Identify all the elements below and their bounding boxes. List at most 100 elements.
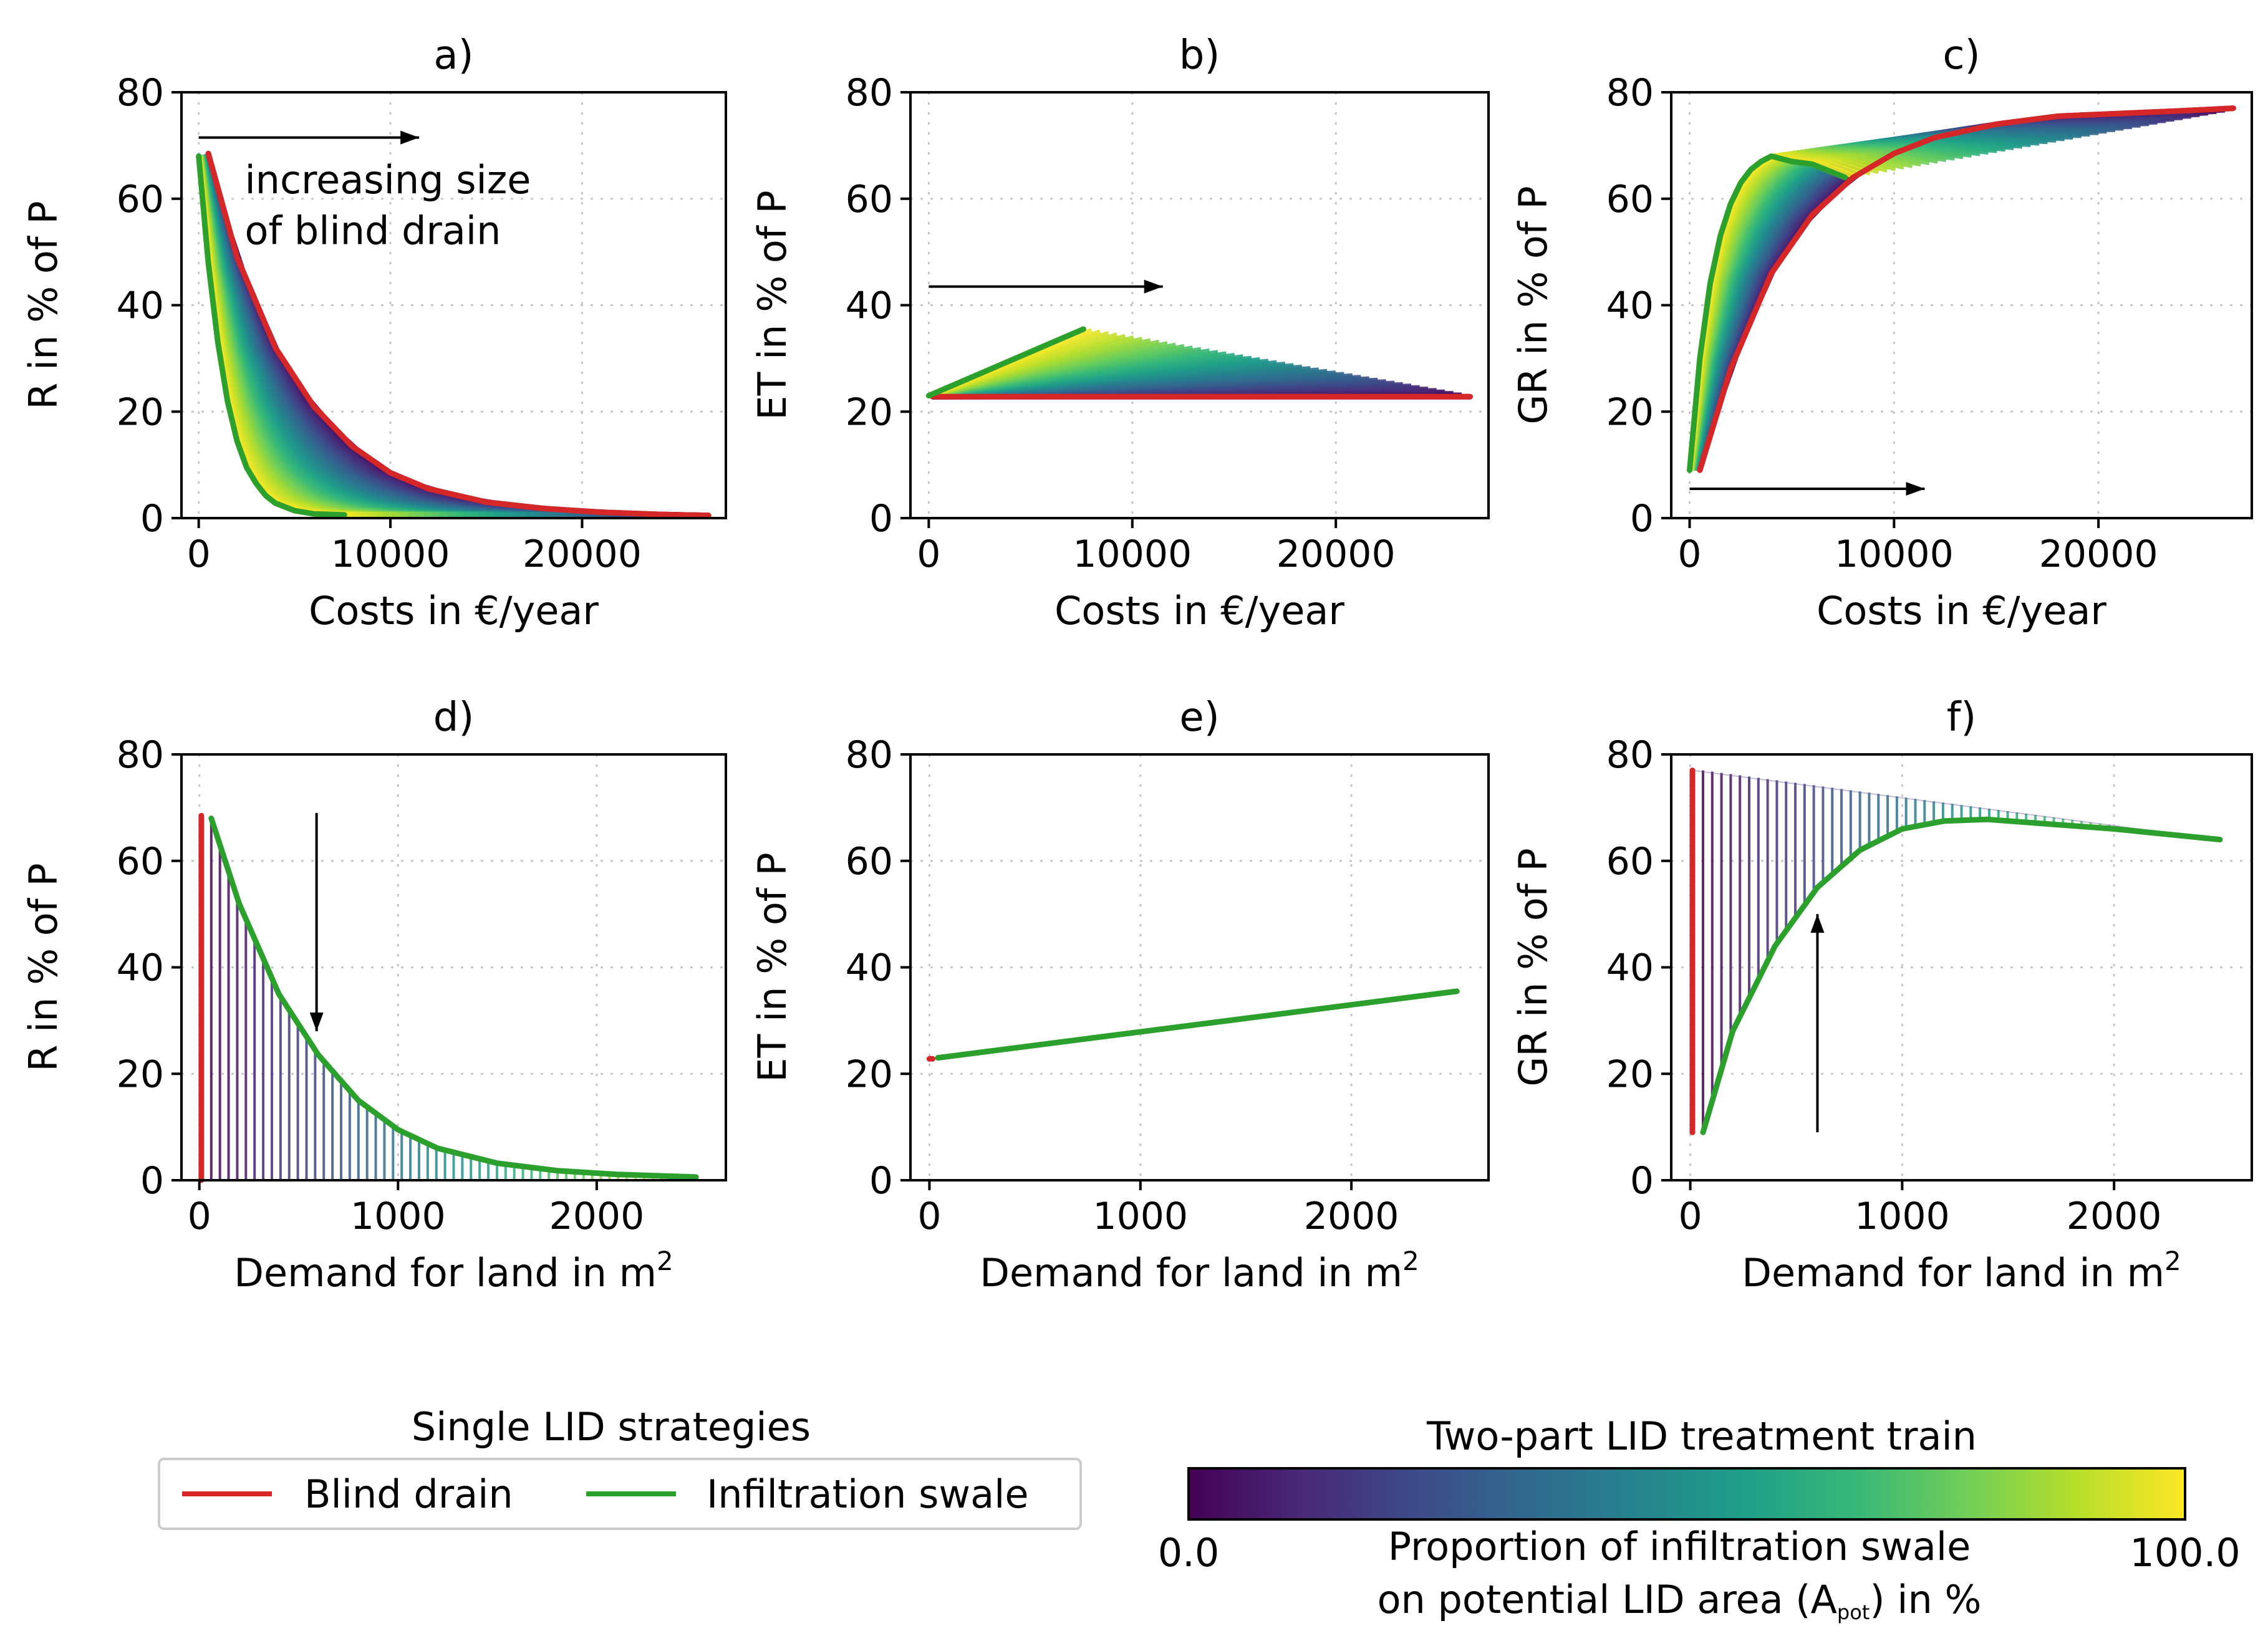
legend-label-infiltration-swale: Infiltration swale <box>707 1471 1029 1517</box>
colorbar-min-label: 0.0 <box>1158 1530 1220 1576</box>
y-tick-label: 60 <box>1606 178 1654 221</box>
annotation-arrow-head <box>1810 914 1825 933</box>
series-line-infiltration-swale <box>935 988 1460 1061</box>
y-tick-label: 60 <box>846 840 893 883</box>
colorbar-label-line2: on potential LID area (Apot) in % <box>1378 1577 1982 1624</box>
x-axis-label-sup: 2 <box>657 1246 673 1276</box>
x-axis-label-text: Demand for land in m <box>234 1250 657 1296</box>
y-tick-label: 60 <box>117 840 164 883</box>
y-tick-label: 20 <box>846 390 893 434</box>
y-tick-label: 20 <box>1606 390 1654 434</box>
x-axis-label-text: Costs in €/year <box>309 588 599 633</box>
y-tick-label: 0 <box>140 497 164 541</box>
x-tick-label: 0 <box>917 1195 941 1238</box>
x-axis-label: Costs in €/year <box>309 588 599 633</box>
panel-title: e) <box>1179 695 1219 741</box>
x-tick-label: 1000 <box>350 1195 446 1238</box>
treatment-train-band <box>210 818 698 1180</box>
colorbar-title: Two-part LID treatment train <box>1426 1413 1977 1459</box>
series-line-infiltration-swale <box>925 326 1086 399</box>
colorbar-label-line2-sub: pot <box>1837 1600 1870 1624</box>
x-axis-label-text: Costs in €/year <box>1054 588 1344 633</box>
annotation-arrow-head <box>1906 482 1925 496</box>
x-tick-label: 2000 <box>2067 1195 2162 1238</box>
series-line-infiltration-swale <box>196 153 347 518</box>
series-line-blind-drain <box>205 150 712 519</box>
x-axis-label: Costs in €/year <box>1817 588 2106 633</box>
y-tick-label: 40 <box>1606 946 1654 990</box>
panel-title: d) <box>433 695 475 741</box>
y-tick-label: 60 <box>846 178 893 221</box>
panel-e: 0 1000 2000 0 20 40 60 80 e) Demand for land in m… <box>750 695 1490 1296</box>
x-tick-label: 20000 <box>523 532 642 576</box>
y-axis-label: R in % of P <box>21 201 66 410</box>
x-axis-label-text: Costs in €/year <box>1817 588 2106 633</box>
y-tick-label: 60 <box>1606 840 1654 883</box>
x-tick-label: 1000 <box>1855 1195 1950 1238</box>
y-tick-label: 80 <box>117 733 164 777</box>
panel-a: 0 10000 20000 0 20 40 60 80 a) Costs in €/year R i… <box>21 32 727 633</box>
y-tick-label: 0 <box>1630 497 1654 541</box>
legend-title: Single LID strategies <box>412 1404 811 1450</box>
panel-title: a) <box>433 32 473 79</box>
series-line-blind-drain <box>1697 105 2236 473</box>
x-axis-label: Costs in €/year <box>1054 588 1344 633</box>
annotation-text: increasing size <box>244 157 531 203</box>
treatment-train-band <box>1687 105 2234 471</box>
x-tick-label: 0 <box>1677 532 1701 576</box>
x-tick-label: 10000 <box>1835 532 1954 576</box>
y-tick-label: 80 <box>1606 733 1654 777</box>
x-axis-label: Demand for land in m2 <box>1742 1246 2181 1296</box>
y-tick-label: 40 <box>846 284 893 328</box>
x-tick-label: 0 <box>1678 1195 1702 1238</box>
y-tick-label: 0 <box>1630 1159 1654 1203</box>
annotation-arrow-head <box>400 130 420 145</box>
y-tick-label: 40 <box>846 946 893 990</box>
y-tick-label: 20 <box>1606 1052 1654 1096</box>
colorbar-label-line2-post: ) in % <box>1870 1577 1981 1622</box>
y-tick-label: 0 <box>140 1159 164 1203</box>
x-axis-label: Demand for land in m2 <box>980 1246 1419 1296</box>
x-axis-label-text: Demand for land in m <box>1742 1250 2164 1296</box>
x-tick-label: 0 <box>188 1195 211 1238</box>
y-tick-label: 80 <box>846 733 893 777</box>
y-tick-label: 20 <box>117 1052 164 1096</box>
y-tick-label: 80 <box>1606 71 1654 115</box>
x-tick-label: 20000 <box>2039 532 2158 576</box>
y-tick-label: 80 <box>846 71 893 115</box>
x-tick-label: 0 <box>917 532 940 576</box>
y-axis-label: GR in % of P <box>1510 848 1556 1087</box>
y-axis-label: ET in % of P <box>750 190 795 420</box>
panel-d: 0 1000 2000 0 20 40 60 80 d) Demand for land in m… <box>21 695 727 1296</box>
x-axis-label-sup: 2 <box>2164 1246 2181 1276</box>
x-tick-label: 2000 <box>1304 1195 1399 1238</box>
colorbar: Two-part LID treatment train 0.0 100.0 P… <box>1158 1413 2241 1624</box>
y-tick-label: 60 <box>117 178 164 221</box>
y-axis-label: ET in % of P <box>750 852 795 1082</box>
panel-title: f) <box>1947 695 1977 741</box>
panel-title: b) <box>1179 32 1220 79</box>
annotation-arrow-head <box>1144 279 1163 294</box>
annotation-arrow-head <box>309 1012 324 1031</box>
x-axis-label-text: Demand for land in m <box>980 1250 1402 1296</box>
colorbar-label-line2-pre: on potential LID area (A <box>1378 1577 1837 1622</box>
colorbar-max-label: 100.0 <box>2130 1530 2241 1576</box>
annotation-text: of blind drain <box>244 208 501 253</box>
y-tick-label: 80 <box>117 71 164 115</box>
x-tick-label: 1000 <box>1093 1195 1188 1238</box>
y-tick-label: 20 <box>117 390 164 434</box>
x-axis-label-sup: 2 <box>1402 1246 1419 1276</box>
y-tick-label: 0 <box>869 497 893 541</box>
y-tick-label: 20 <box>846 1052 893 1096</box>
colorbar-label-line1: Proportion of infiltration swale <box>1388 1524 1971 1569</box>
x-tick-label: 2000 <box>549 1195 645 1238</box>
series-line-infiltration-swale <box>208 816 699 1180</box>
panel-title: c) <box>1942 32 1980 79</box>
series-line-infiltration-swale <box>1687 153 1848 473</box>
panel-c: 0 10000 20000 0 20 40 60 80 c) Costs in €/year GR … <box>1510 32 2253 633</box>
x-tick-label: 10000 <box>1073 532 1192 576</box>
legend: Single LID strategies Blind drain Infilt… <box>158 1404 1082 1530</box>
y-axis-label: R in % of P <box>21 863 66 1072</box>
